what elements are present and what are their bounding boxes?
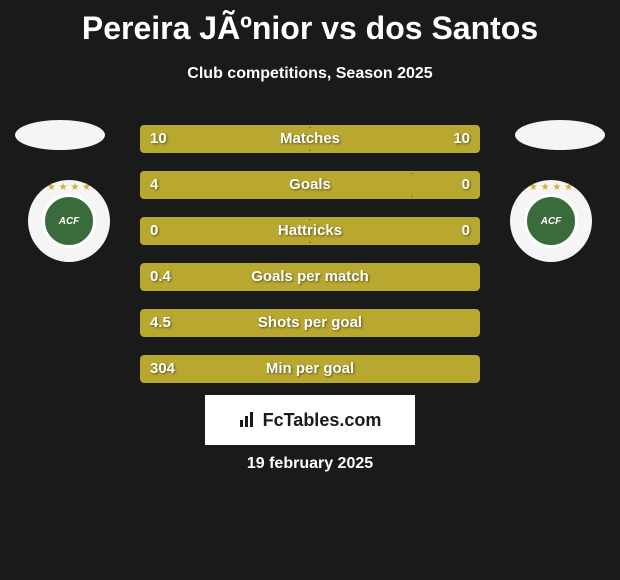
fctables-badge[interactable]: FcTables.com xyxy=(205,395,415,445)
stars-icon: ★ ★ ★ ★ xyxy=(42,182,96,193)
chart-icon xyxy=(239,410,257,431)
stats-container: 1010Matches 40Goals 00Hattricks 0.4Goals pe… xyxy=(140,125,480,401)
stars-icon: ★ ★ ★ ★ xyxy=(524,182,578,193)
stat-row: 0.4Goals per match xyxy=(140,263,480,291)
team-logo-right: ★ ★ ★ ★ ACF xyxy=(510,180,592,262)
stat-row: 40Goals xyxy=(140,171,480,199)
team-logo-inner-left: ACF xyxy=(42,194,96,248)
stat-row: 304Min per goal xyxy=(140,355,480,383)
player-avatar-right xyxy=(515,120,605,150)
player-avatar-left xyxy=(15,120,105,150)
season-subtitle: Club competitions, Season 2025 xyxy=(0,65,620,83)
stat-row: 4.5Shots per goal xyxy=(140,309,480,337)
team-logo-left: ★ ★ ★ ★ ACF xyxy=(28,180,110,262)
stat-label: Min per goal xyxy=(140,355,480,383)
comparison-title: Pereira JÃºnior vs dos Santos xyxy=(0,0,620,47)
stat-label: Goals xyxy=(140,171,480,199)
date-label: 19 february 2025 xyxy=(0,455,620,473)
stat-row: 00Hattricks xyxy=(140,217,480,245)
stat-label: Shots per goal xyxy=(140,309,480,337)
fctables-label: FcTables.com xyxy=(263,410,382,431)
stat-label: Matches xyxy=(140,125,480,153)
stat-label: Goals per match xyxy=(140,263,480,291)
stat-row: 1010Matches xyxy=(140,125,480,153)
team-logo-inner-right: ACF xyxy=(524,194,578,248)
stat-label: Hattricks xyxy=(140,217,480,245)
